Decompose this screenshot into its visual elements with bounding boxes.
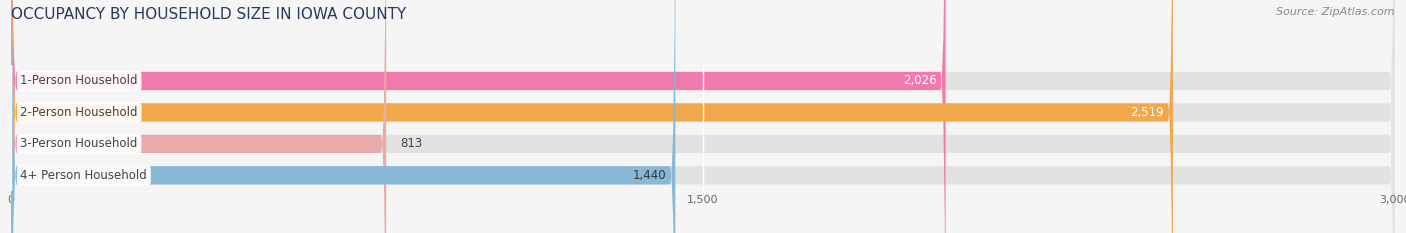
FancyBboxPatch shape xyxy=(11,0,1395,233)
Text: Source: ZipAtlas.com: Source: ZipAtlas.com xyxy=(1277,7,1395,17)
FancyBboxPatch shape xyxy=(11,0,1395,233)
Text: 4+ Person Household: 4+ Person Household xyxy=(21,169,148,182)
Text: 1,440: 1,440 xyxy=(633,169,666,182)
FancyBboxPatch shape xyxy=(11,0,1173,233)
Text: 2-Person Household: 2-Person Household xyxy=(21,106,138,119)
FancyBboxPatch shape xyxy=(11,0,946,233)
FancyBboxPatch shape xyxy=(11,0,675,233)
FancyBboxPatch shape xyxy=(11,0,1395,233)
FancyBboxPatch shape xyxy=(11,0,387,233)
Text: 2,519: 2,519 xyxy=(1130,106,1164,119)
Text: 2,026: 2,026 xyxy=(903,75,936,87)
Text: OCCUPANCY BY HOUSEHOLD SIZE IN IOWA COUNTY: OCCUPANCY BY HOUSEHOLD SIZE IN IOWA COUN… xyxy=(11,7,406,22)
FancyBboxPatch shape xyxy=(11,0,1395,233)
Text: 3-Person Household: 3-Person Household xyxy=(21,137,138,150)
Text: 813: 813 xyxy=(401,137,422,150)
Text: 1-Person Household: 1-Person Household xyxy=(21,75,138,87)
